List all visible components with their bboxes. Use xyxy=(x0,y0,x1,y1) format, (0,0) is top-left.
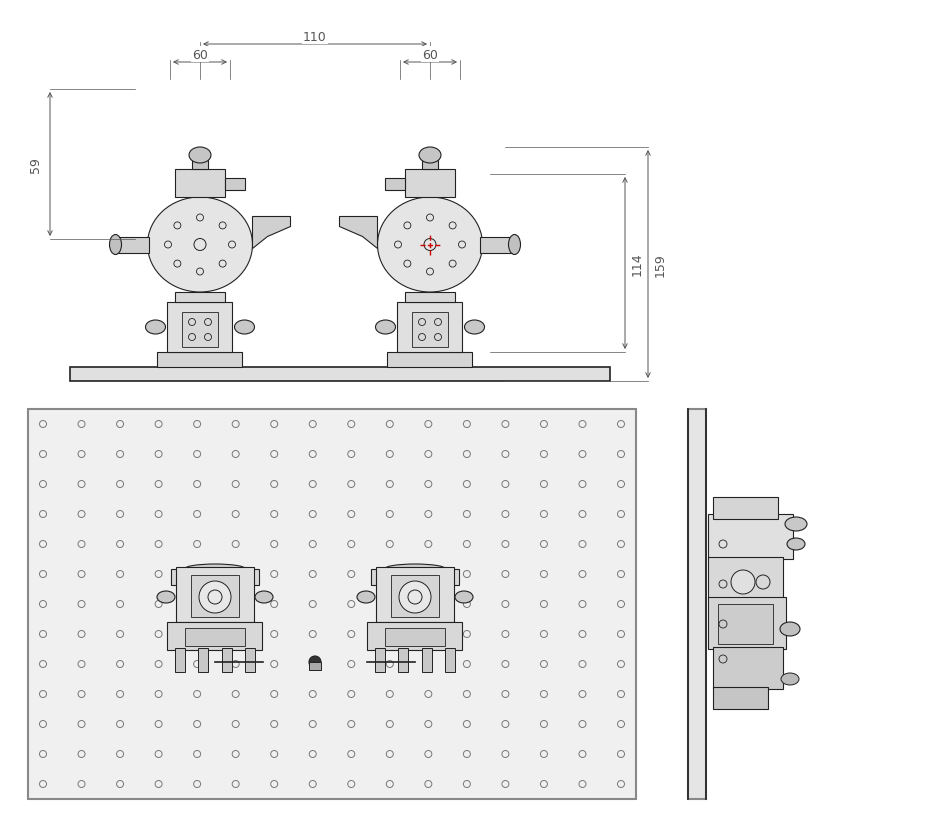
Circle shape xyxy=(730,571,755,595)
Bar xyxy=(404,293,454,303)
Ellipse shape xyxy=(235,321,254,335)
Ellipse shape xyxy=(780,622,799,636)
Bar xyxy=(167,622,262,650)
Text: 60: 60 xyxy=(192,49,208,61)
Bar xyxy=(422,648,432,672)
Text: 159: 159 xyxy=(653,253,666,276)
Bar xyxy=(412,313,448,347)
Ellipse shape xyxy=(377,198,482,293)
Ellipse shape xyxy=(419,148,440,164)
Ellipse shape xyxy=(464,321,484,335)
Bar xyxy=(707,597,785,649)
Bar xyxy=(707,557,782,600)
Bar xyxy=(182,313,218,347)
Text: 60: 60 xyxy=(422,49,438,61)
Bar xyxy=(480,237,514,253)
Ellipse shape xyxy=(157,591,175,603)
Bar xyxy=(687,409,705,799)
Bar xyxy=(167,303,233,352)
Ellipse shape xyxy=(255,591,273,603)
Ellipse shape xyxy=(384,564,445,574)
Bar xyxy=(192,160,208,170)
Bar xyxy=(404,170,454,198)
Ellipse shape xyxy=(784,518,806,532)
Bar xyxy=(28,409,635,799)
Bar xyxy=(158,352,242,367)
Text: 110: 110 xyxy=(303,31,326,44)
Bar xyxy=(191,576,239,617)
Bar xyxy=(245,648,255,672)
Bar xyxy=(375,567,453,622)
Ellipse shape xyxy=(184,564,246,574)
Polygon shape xyxy=(339,218,377,249)
Bar xyxy=(717,605,772,644)
Ellipse shape xyxy=(781,673,798,686)
Bar xyxy=(222,648,232,672)
Circle shape xyxy=(399,581,430,614)
Ellipse shape xyxy=(189,148,210,164)
Ellipse shape xyxy=(786,538,804,550)
Bar xyxy=(309,662,321,670)
Bar xyxy=(385,629,445,646)
Polygon shape xyxy=(252,218,290,249)
Ellipse shape xyxy=(146,321,165,335)
Circle shape xyxy=(198,581,231,614)
Bar xyxy=(445,648,454,672)
Bar xyxy=(197,648,208,672)
Bar xyxy=(375,648,385,672)
Bar xyxy=(397,303,462,352)
Bar xyxy=(176,567,254,622)
Bar xyxy=(175,293,224,303)
Ellipse shape xyxy=(109,235,121,256)
Text: 114: 114 xyxy=(629,252,642,275)
Bar xyxy=(70,367,609,381)
Bar xyxy=(371,569,459,586)
Bar xyxy=(367,622,462,650)
Bar xyxy=(712,687,768,709)
Bar xyxy=(184,629,245,646)
Bar xyxy=(422,160,438,170)
Bar xyxy=(712,648,782,689)
Bar xyxy=(390,576,438,617)
Ellipse shape xyxy=(375,321,395,335)
Bar xyxy=(398,648,408,672)
Bar xyxy=(224,179,245,191)
Bar xyxy=(115,237,149,253)
Bar xyxy=(175,170,224,198)
Bar xyxy=(171,569,259,586)
Bar xyxy=(385,179,404,191)
Circle shape xyxy=(309,656,321,668)
Ellipse shape xyxy=(357,591,375,603)
Ellipse shape xyxy=(508,235,520,256)
Bar xyxy=(712,497,777,519)
Ellipse shape xyxy=(147,198,252,293)
Ellipse shape xyxy=(454,591,473,603)
Bar xyxy=(175,648,184,672)
Text: 59: 59 xyxy=(30,157,43,173)
Bar xyxy=(707,514,793,559)
Bar xyxy=(387,352,472,367)
